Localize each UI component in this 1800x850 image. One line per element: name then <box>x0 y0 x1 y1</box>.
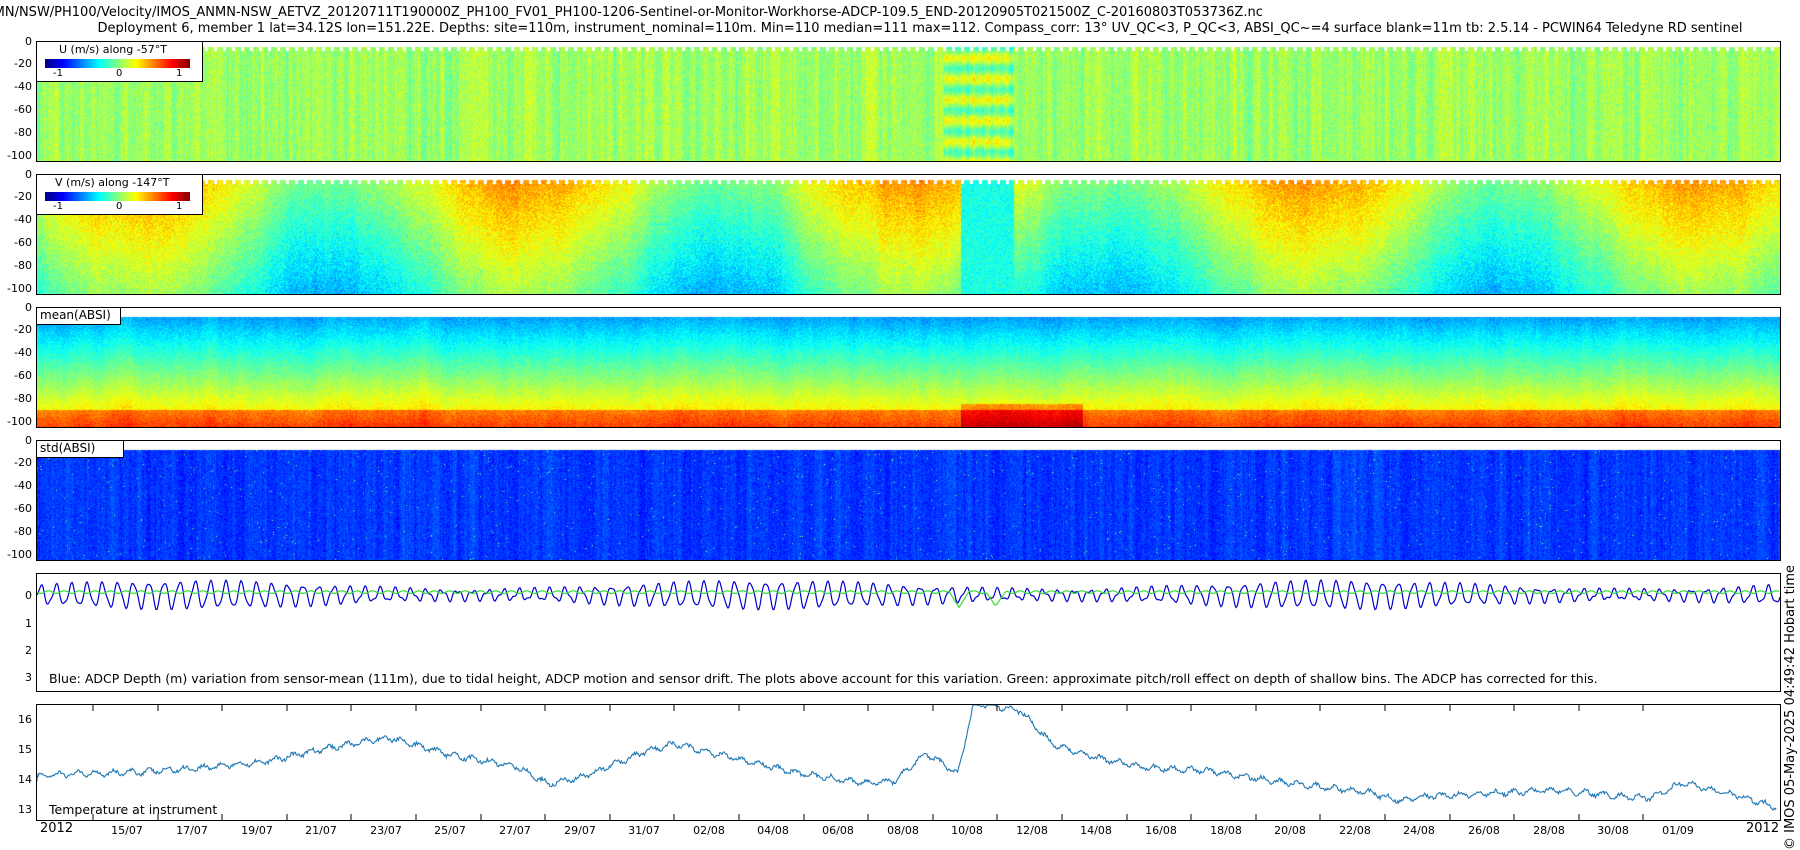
v-ytick-80: -80 <box>14 259 32 272</box>
x-tick-29-07: 29/07 <box>564 824 596 837</box>
x-tick-24-08: 24/08 <box>1403 824 1435 837</box>
std-absi-heatmap <box>37 441 1780 560</box>
std-ytick-40: -40 <box>14 479 32 492</box>
x-tick-06-08: 06/08 <box>822 824 854 837</box>
std-absi-panel: std(ABSI) <box>36 440 1781 561</box>
x-tick-22-08: 22/08 <box>1339 824 1371 837</box>
u-velocity-legend: U (m/s) along -57°T -1 0 1 <box>37 42 203 82</box>
depth-variation-annotation: Blue: ADCP Depth (m) variation from sens… <box>49 671 1598 686</box>
u-ytick-20: -20 <box>14 57 32 70</box>
std-ytick-20: -20 <box>14 456 32 469</box>
v-velocity-heatmap <box>37 175 1780 294</box>
v-colorbar-tick-min: -1 <box>53 201 63 212</box>
x-tick-19-07: 19/07 <box>241 824 273 837</box>
temperature-panel: Temperature at instrument <box>36 704 1781 821</box>
u-ytick-80: -80 <box>14 126 32 139</box>
u-ytick-0: 0 <box>25 35 32 48</box>
temperature-line <box>37 705 1777 812</box>
x-tick-14-08: 14/08 <box>1080 824 1112 837</box>
depth-ytick-2: 2 <box>25 644 32 657</box>
mean-ytick-60: -60 <box>14 369 32 382</box>
side-timestamp: © IMOS 05-May-2025 04:49:42 Hobart time <box>1783 565 1798 850</box>
x-tick-21-07: 21/07 <box>305 824 337 837</box>
u-velocity-heatmap <box>37 42 1780 161</box>
std-ytick-80: -80 <box>14 525 32 538</box>
x-tick-26-08: 26/08 <box>1468 824 1500 837</box>
temperature-annotation: Temperature at instrument <box>49 802 218 817</box>
mean-absi-legend-label: mean(ABSI) <box>40 308 111 322</box>
x-tick-10-08: 10/08 <box>951 824 983 837</box>
mean-absi-legend: mean(ABSI) <box>37 308 121 325</box>
std-absi-legend-label: std(ABSI) <box>40 441 96 455</box>
mean-ytick-40: -40 <box>14 346 32 359</box>
v-ytick-20: -20 <box>14 190 32 203</box>
x-tick-31-07: 31/07 <box>628 824 660 837</box>
x-tick-01-09: 01/09 <box>1662 824 1694 837</box>
u-colorbar <box>45 59 190 68</box>
u-colorbar-tick-max: 1 <box>176 68 183 79</box>
u-velocity-panel: U (m/s) along -57°T -1 0 1 <box>36 41 1781 162</box>
depth-ytick-0: 0 <box>25 589 32 602</box>
x-tick-12-08: 12/08 <box>1016 824 1048 837</box>
v-ytick-0: 0 <box>25 168 32 181</box>
depth-ytick-3: 3 <box>25 671 32 684</box>
temp-ytick-16: 16 <box>18 713 32 726</box>
temp-ytick-15: 15 <box>18 743 32 756</box>
x-tick-16-08: 16/08 <box>1145 824 1177 837</box>
v-colorbar-tick-mid: 0 <box>116 201 123 212</box>
figure-title-line1: IMOS/ANMN/NSW/PH100/Velocity/IMOS_ANMN-N… <box>0 5 1263 20</box>
x-tick-20-08: 20/08 <box>1274 824 1306 837</box>
mean-ytick-0: 0 <box>25 301 32 314</box>
x-tick-27-07: 27/07 <box>499 824 531 837</box>
temp-ytick-13: 13 <box>18 803 32 816</box>
x-tick-08-08: 08/08 <box>887 824 919 837</box>
temperature-plot <box>37 705 1777 820</box>
x-year-start: 2012 <box>40 821 74 836</box>
u-ytick-100: -100 <box>7 149 32 162</box>
depth-ytick-1: 1 <box>25 617 32 630</box>
u-colorbar-tick-min: -1 <box>53 68 63 79</box>
depth-variation-line <box>37 578 1780 611</box>
x-tick-25-07: 25/07 <box>434 824 466 837</box>
v-ytick-60: -60 <box>14 236 32 249</box>
mean-ytick-100: -100 <box>7 415 32 428</box>
x-tick-15-07: 15/07 <box>111 824 143 837</box>
x-tick-18-08: 18/08 <box>1210 824 1242 837</box>
v-velocity-legend: V (m/s) along -147°T -1 0 1 <box>37 175 203 215</box>
v-colorbar-tick-max: 1 <box>176 201 183 212</box>
u-ytick-40: -40 <box>14 80 32 93</box>
x-tick-04-08: 04/08 <box>757 824 789 837</box>
temp-ytick-14: 14 <box>18 773 32 786</box>
x-tick-28-08: 28/08 <box>1533 824 1565 837</box>
std-ytick-0: 0 <box>25 434 32 447</box>
pitch-roll-line <box>37 590 1780 609</box>
v-ytick-40: -40 <box>14 213 32 226</box>
mean-absi-panel: mean(ABSI) <box>36 307 1781 428</box>
figure-title-line2: Deployment 6, member 1 lat=34.12S lon=15… <box>97 21 1743 36</box>
depth-variation-panel: Blue: ADCP Depth (m) variation from sens… <box>36 573 1781 692</box>
mean-ytick-20: -20 <box>14 323 32 336</box>
std-ytick-100: -100 <box>7 548 32 561</box>
mean-absi-heatmap <box>37 308 1780 427</box>
u-velocity-legend-label: U (m/s) along -57°T <box>59 43 167 56</box>
v-velocity-panel: V (m/s) along -147°T -1 0 1 <box>36 174 1781 295</box>
std-absi-legend: std(ABSI) <box>37 441 124 458</box>
v-ytick-100: -100 <box>7 282 32 295</box>
std-ytick-60: -60 <box>14 502 32 515</box>
depth-variation-plot <box>37 578 1780 611</box>
x-tick-30-08: 30/08 <box>1597 824 1629 837</box>
v-velocity-legend-label: V (m/s) along -147°T <box>55 176 170 189</box>
x-year-end: 2012 <box>1746 821 1780 836</box>
x-tick-17-07: 17/07 <box>176 824 208 837</box>
u-colorbar-tick-mid: 0 <box>116 68 123 79</box>
x-tick-02-08: 02/08 <box>693 824 725 837</box>
v-colorbar <box>45 192 190 201</box>
u-ytick-60: -60 <box>14 103 32 116</box>
mean-ytick-80: -80 <box>14 392 32 405</box>
x-tick-23-07: 23/07 <box>370 824 402 837</box>
